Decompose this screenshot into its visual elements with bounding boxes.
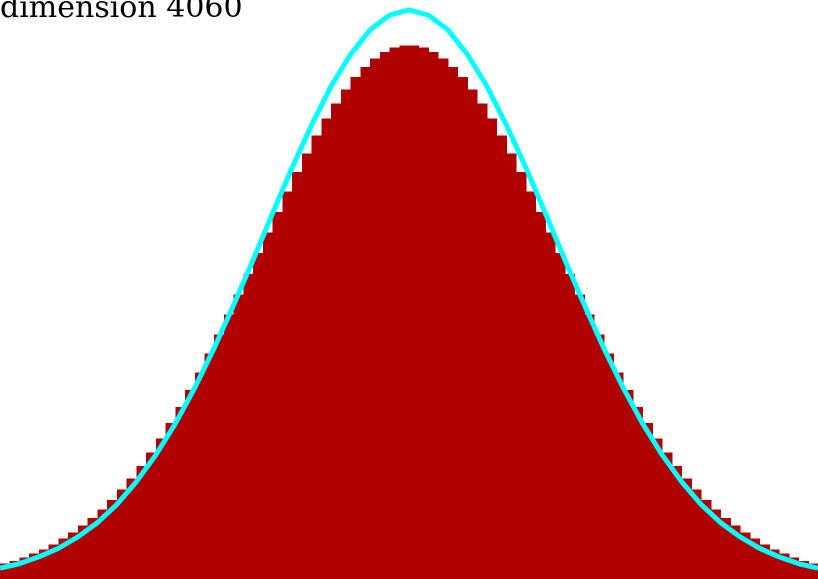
bar [214, 334, 225, 579]
bar [87, 518, 98, 579]
bar [759, 544, 770, 579]
bar [701, 499, 712, 579]
bar [467, 89, 478, 579]
bar [126, 478, 137, 579]
bar [282, 191, 293, 579]
bar [204, 353, 215, 579]
bar [0, 563, 11, 579]
bar [9, 560, 20, 579]
bar [477, 103, 488, 579]
bar [486, 118, 498, 579]
bar [447, 66, 459, 579]
bar [185, 390, 196, 579]
bar [272, 211, 283, 579]
bar [749, 538, 761, 579]
bar [68, 532, 79, 579]
bar [321, 118, 332, 579]
bar [19, 557, 30, 579]
bar [97, 509, 108, 579]
bar [564, 274, 576, 579]
bar [389, 47, 400, 579]
bar [146, 452, 157, 579]
bar [360, 66, 371, 579]
bar [662, 452, 673, 579]
bar [506, 153, 517, 579]
bar [116, 489, 128, 579]
bar [301, 153, 313, 579]
bar [496, 135, 507, 579]
bar [379, 52, 391, 579]
bar [340, 89, 352, 579]
bar [603, 353, 614, 579]
bar [107, 499, 118, 579]
bar [779, 553, 790, 579]
bar [194, 372, 205, 579]
bar [292, 172, 303, 579]
bar [720, 518, 731, 579]
bar [438, 58, 449, 579]
bar [516, 172, 527, 579]
bar [535, 211, 546, 579]
bar [555, 252, 566, 579]
chart-title: dimension 4060 [0, 0, 243, 25]
bar [29, 553, 40, 579]
bar [262, 232, 274, 579]
bar [165, 423, 176, 579]
bar [428, 52, 439, 579]
density-curve [0, 7, 818, 571]
histogram [0, 45, 818, 579]
bar [652, 438, 663, 579]
bar [632, 407, 644, 579]
bar [38, 549, 50, 579]
bar [671, 465, 683, 579]
bar [710, 509, 722, 579]
bar [223, 314, 235, 579]
bar [623, 390, 634, 579]
bar [788, 557, 800, 579]
bar [58, 538, 69, 579]
bar [136, 465, 147, 579]
bar [457, 77, 468, 579]
bar [525, 191, 537, 579]
bar [681, 478, 692, 579]
bar [798, 560, 809, 579]
bar [740, 532, 751, 579]
bar [233, 294, 244, 579]
bar [769, 549, 780, 579]
bar [574, 294, 585, 579]
bar [594, 334, 605, 579]
bar [642, 423, 653, 579]
bar [77, 525, 89, 579]
bar [253, 252, 264, 579]
bar [584, 314, 595, 579]
bar [613, 372, 624, 579]
bar [48, 544, 59, 579]
bar [350, 77, 361, 579]
bar [370, 58, 381, 579]
bar [691, 489, 702, 579]
bar [331, 103, 342, 579]
bar [545, 232, 556, 579]
bar [399, 45, 410, 579]
bar [730, 525, 741, 579]
bar [808, 563, 818, 579]
bar [175, 407, 186, 579]
bar [155, 438, 167, 579]
bar [418, 47, 429, 579]
bar [243, 274, 254, 579]
bar [409, 45, 420, 579]
bar [311, 135, 322, 579]
